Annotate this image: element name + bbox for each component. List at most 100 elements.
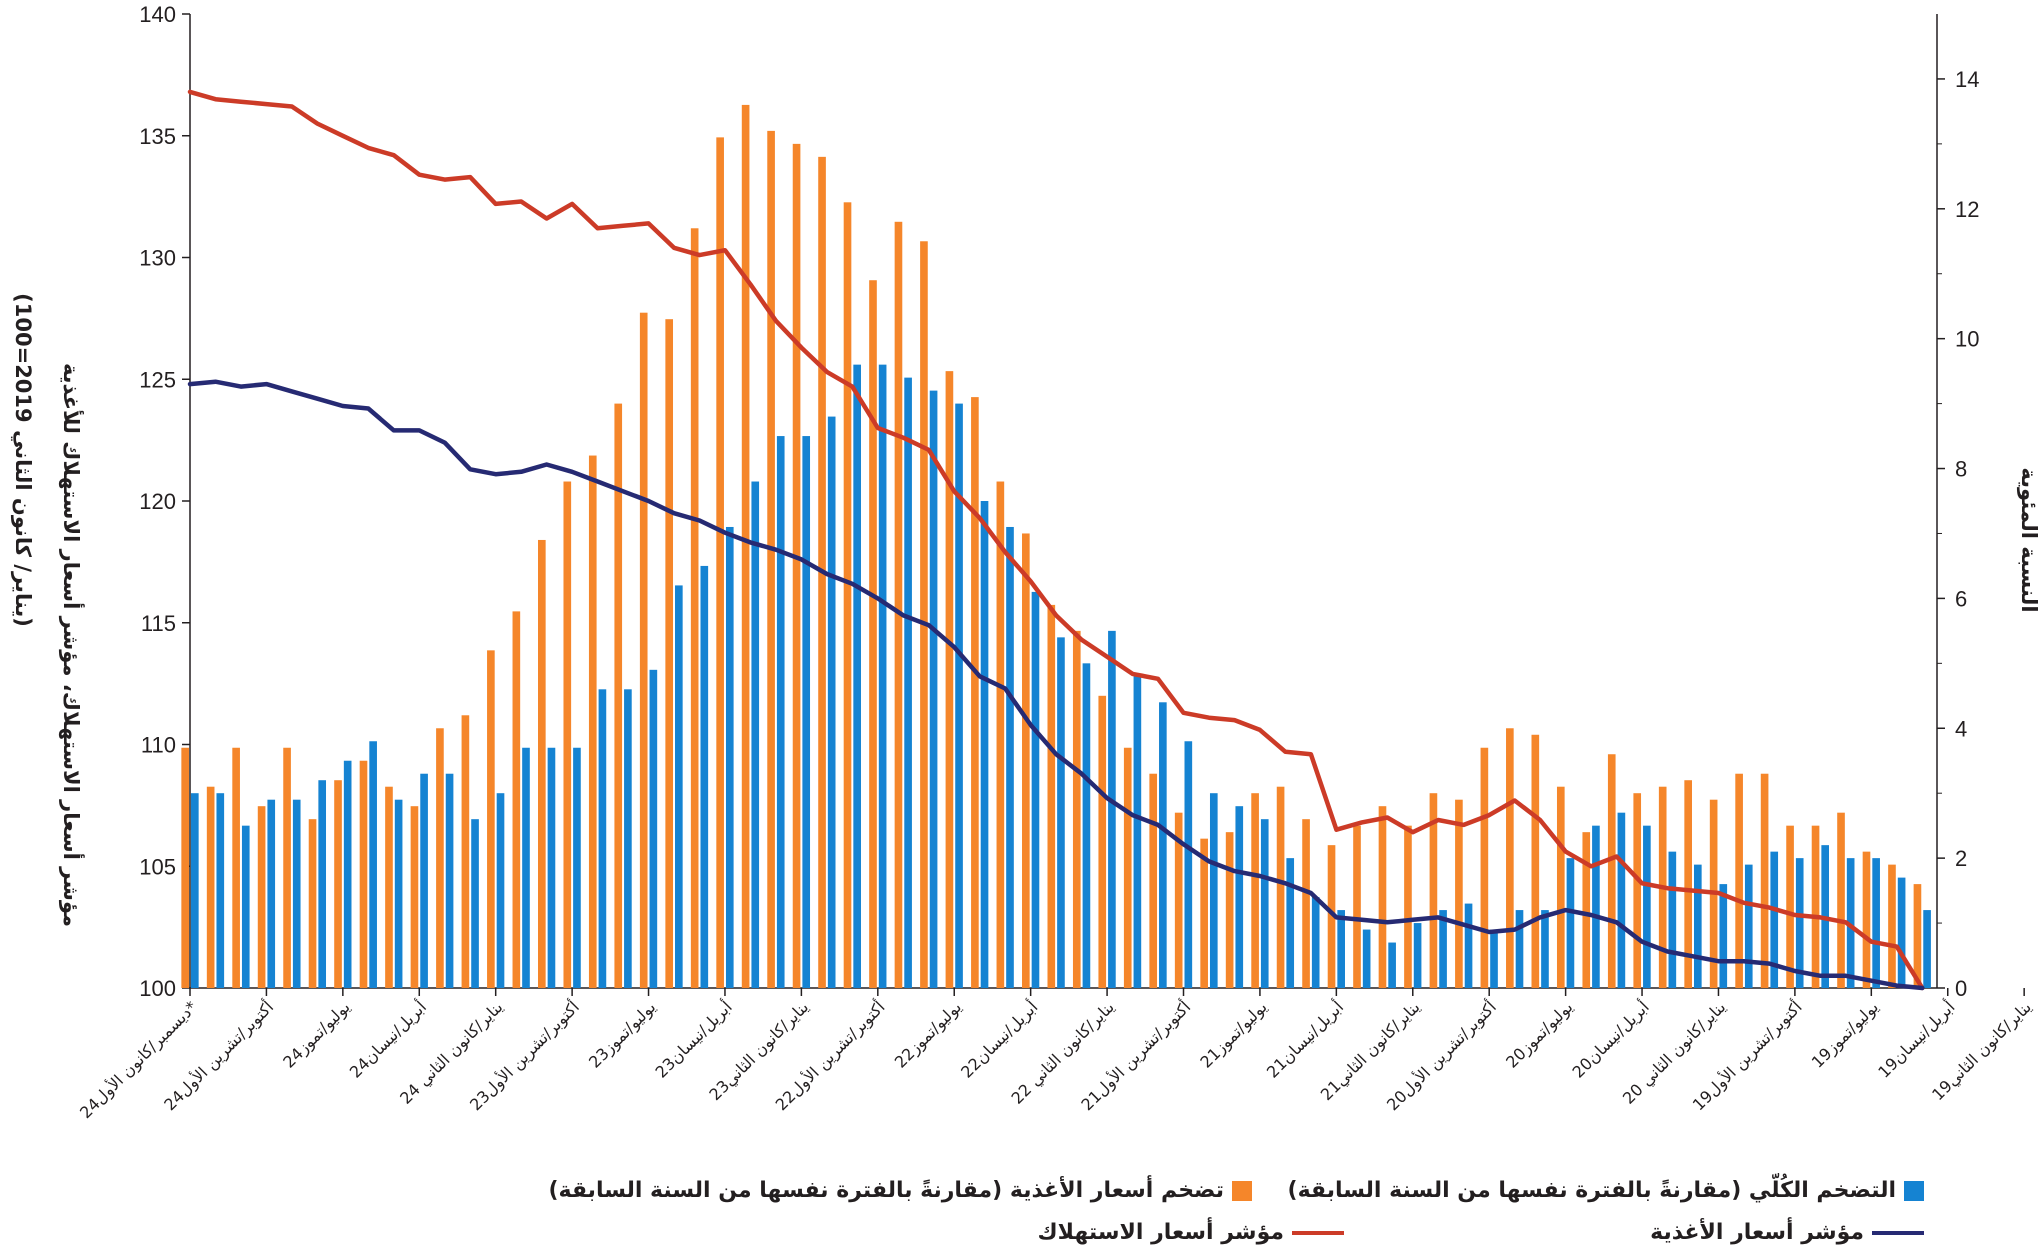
x-tick-label: أبريل/نيسان22 <box>956 997 1042 1083</box>
headline-inflation-bar <box>1795 858 1804 988</box>
left-tick-label: 135 <box>139 124 176 149</box>
food-inflation-bar <box>869 280 877 988</box>
left-axis-title-line2: (يناير/ كانون الثاني 2019=100) <box>11 293 35 627</box>
food-inflation-bar <box>894 221 903 988</box>
food-inflation-bar <box>1327 845 1336 988</box>
headline-inflation-bar <box>1541 910 1549 988</box>
food-inflation-bar <box>1429 793 1438 988</box>
legend-swatch-food-index <box>1872 1230 1924 1235</box>
left-tick-label: 105 <box>139 854 176 879</box>
food-inflation-bar <box>1276 786 1285 988</box>
legend-cpi: مؤشر أسعار الاستهلاك <box>1037 1220 1344 1245</box>
headline-inflation-bar <box>471 819 479 988</box>
legend-swatch-food-inflation <box>1232 1180 1252 1201</box>
headline-inflation-bar <box>1872 858 1880 988</box>
food-inflation-bar <box>334 780 342 988</box>
left-tick-label: 110 <box>141 733 176 758</box>
headline-inflation-bar <box>1744 864 1753 988</box>
right-tick-label: 6 <box>1955 586 1967 611</box>
headline-inflation-bar <box>318 780 327 988</box>
legend-headline-inflation: التضخم الكُلّي (مقارنةً بالفترة نفسها من… <box>1288 1178 1924 1203</box>
headline-inflation-bar <box>1031 591 1040 988</box>
consumer-price-index-line <box>187 89 1925 991</box>
headline-inflation-bar <box>827 416 836 988</box>
x-tick-label: أبريل/نيسان20 <box>1568 997 1654 1083</box>
headline-inflation-bar <box>1846 858 1855 988</box>
food-inflation-bar <box>308 819 317 988</box>
bars-layer <box>181 104 1931 989</box>
food-inflation-bar <box>1862 851 1871 988</box>
headline-inflation-bar <box>573 747 581 988</box>
headline-inflation-bar <box>1108 630 1116 988</box>
food-inflation-bar <box>716 137 724 988</box>
left-tick-label: 115 <box>141 611 176 636</box>
headline-inflation-bar <box>853 364 861 988</box>
food-inflation-bar <box>1913 884 1922 988</box>
food-inflation-bar <box>1633 793 1642 988</box>
right-axis-title: النسبة المئوية <box>2017 467 2041 612</box>
x-tick-label: أبريل/نيسان24 <box>345 997 431 1083</box>
lines-layer <box>187 89 1925 991</box>
headline-inflation-bar <box>1133 676 1142 988</box>
legend-label-food-inflation: تضخم أسعار الأغذية (مقارنةً بالفترة نفسه… <box>548 1178 1224 1203</box>
food-inflation-bar <box>741 104 750 988</box>
food-price-index-line <box>187 379 1925 991</box>
headline-inflation-bar <box>1286 858 1295 988</box>
headline-inflation-bar <box>955 403 963 989</box>
headline-inflation-bar <box>1337 910 1345 988</box>
left-tick-label: 100 <box>139 976 176 1001</box>
headline-inflation-bar <box>1388 942 1396 988</box>
headline-inflation-bar <box>1897 877 1906 988</box>
food-inflation-bar <box>1149 773 1158 988</box>
food-inflation-bar <box>283 747 291 988</box>
headline-inflation-bar <box>878 364 887 988</box>
headline-inflation-bar <box>241 825 250 988</box>
food-inflation-bar <box>665 319 674 989</box>
food-inflation-bar <box>1506 728 1514 988</box>
food-inflation-bar <box>971 397 979 988</box>
food-inflation-bar <box>538 539 546 988</box>
right-tick-label: 4 <box>1955 716 1967 741</box>
headline-inflation-bar <box>1362 929 1371 988</box>
right-tick-label: 14 <box>1955 67 1979 92</box>
headline-inflation-bar <box>1082 663 1091 988</box>
headline-inflation-bar <box>1668 851 1677 988</box>
x-tick-label: أبريل/نيسان21 <box>1262 997 1348 1083</box>
headline-inflation-bar <box>980 501 989 988</box>
x-tick-label: أبريل/نيسان19 <box>1874 997 1960 1083</box>
food-inflation-bar <box>232 747 240 988</box>
food-inflation-bar <box>1684 780 1692 988</box>
food-inflation-bar <box>563 481 572 988</box>
headline-inflation-bar <box>1413 923 1422 988</box>
food-inflation-bar <box>436 728 444 988</box>
headline-inflation-bar <box>1617 812 1626 988</box>
headline-inflation-bar <box>649 669 658 988</box>
food-inflation-bar <box>1200 838 1208 988</box>
food-inflation-bar <box>588 455 597 989</box>
x-tick-label: يوليو/تموز22 <box>891 997 966 1072</box>
food-inflation-bar <box>996 481 1005 988</box>
food-inflation-bar <box>1735 773 1743 988</box>
food-inflation-bar <box>487 650 495 988</box>
headline-inflation-bar <box>1464 903 1473 988</box>
right-tick-label: 10 <box>1955 327 1979 352</box>
x-tick-label: يوليو/تموز19 <box>1808 997 1883 1072</box>
food-inflation-bar <box>385 786 393 988</box>
headline-inflation-bar <box>929 390 938 988</box>
headline-inflation-bar <box>420 773 428 988</box>
food-inflation-bar <box>206 786 215 988</box>
food-inflation-bar <box>1098 695 1107 988</box>
headline-inflation-bar <box>1260 819 1269 988</box>
headline-inflation-bar <box>1592 825 1600 988</box>
food-inflation-bar <box>792 143 801 988</box>
headline-inflation-bar <box>522 747 530 988</box>
food-inflation-bar <box>1760 773 1769 988</box>
legend-swatch-cpi <box>1292 1230 1344 1235</box>
food-inflation-bar <box>461 715 470 988</box>
x-tick-label: أبريل/نيسان23 <box>651 997 737 1083</box>
headline-inflation-bar <box>802 436 811 989</box>
right-tick-label: 2 <box>1955 846 1967 871</box>
food-inflation-bar <box>1404 825 1412 988</box>
headline-inflation-bar <box>343 760 352 988</box>
